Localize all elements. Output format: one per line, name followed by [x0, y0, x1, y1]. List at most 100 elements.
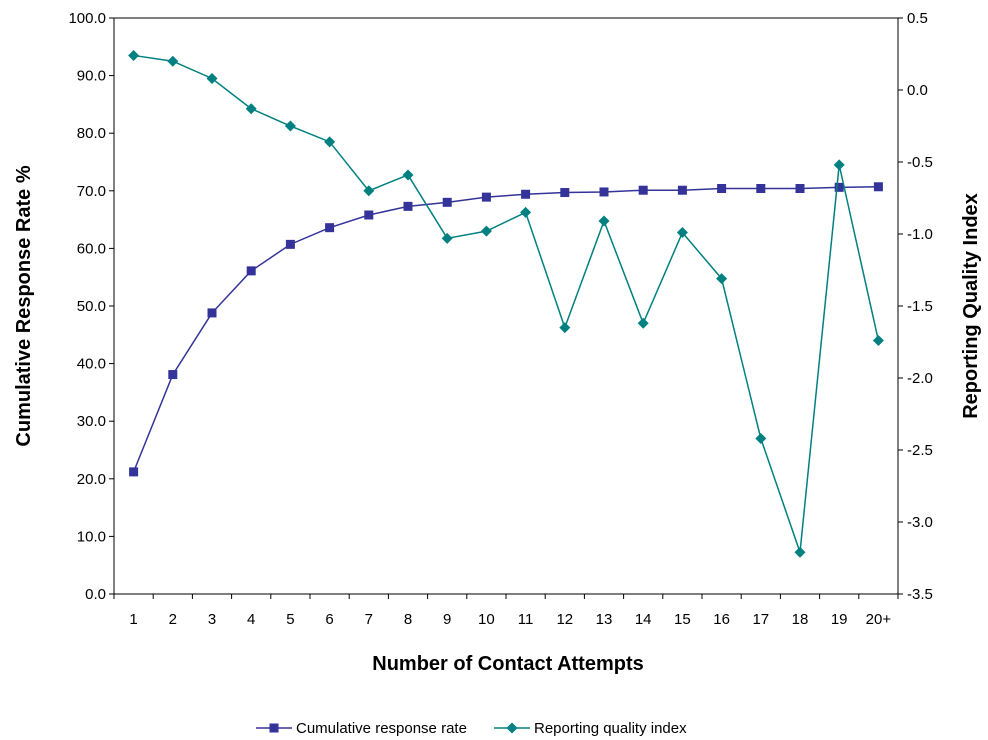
data-point-diamond	[833, 159, 845, 171]
x-tick-label: 6	[325, 611, 333, 628]
data-point-square	[481, 192, 491, 202]
y-tick-label: 100.0	[68, 10, 106, 27]
y2-tick-label: -0.5	[907, 154, 933, 171]
y-tick-label: 70.0	[77, 183, 106, 200]
data-point-square	[442, 197, 452, 207]
x-tick-label: 4	[247, 611, 255, 628]
x-tick-label: 16	[713, 611, 730, 628]
y2-tick-label: -3.0	[907, 514, 933, 531]
data-point-square	[873, 182, 883, 192]
data-point-square	[325, 223, 335, 233]
data-point-square	[677, 185, 687, 195]
left-y-axis: 0.0 10.0 20.0 30.0 40.0 50.0 60.0 70.0 80.0 90.0 1…	[68, 10, 114, 603]
data-point-square	[521, 189, 531, 199]
data-point-diamond	[167, 55, 179, 67]
data-point-diamond	[559, 322, 571, 334]
data-point-square	[834, 182, 844, 192]
data-point-diamond	[245, 103, 257, 115]
y2-tick-label: -2.0	[907, 370, 933, 387]
legend-item-reporting-quality-index: Reporting quality index	[494, 720, 687, 737]
x-axis-title: Number of Contact Attempts	[372, 653, 643, 675]
y2-tick-label: -3.5	[907, 586, 933, 603]
x-tick-label: 9	[443, 611, 451, 628]
data-point-square	[756, 183, 766, 193]
data-point-square	[638, 185, 648, 195]
series-layer	[128, 49, 884, 558]
right-y-axis: -3.5 -3.0 -2.5 -2.0 -1.5 -1.0 -0.5 0.0 0.5	[898, 10, 933, 603]
y2-tick-label: -1.0	[907, 226, 933, 243]
x-tick-label: 17	[752, 611, 769, 628]
data-point-diamond	[520, 206, 532, 218]
data-point-diamond	[598, 215, 610, 227]
y-tick-label: 10.0	[77, 528, 106, 545]
x-tick-label: 3	[208, 611, 216, 628]
data-point-diamond	[324, 136, 336, 148]
data-point-diamond	[480, 225, 492, 237]
x-tick-label: 12	[556, 611, 573, 628]
y-tick-label: 40.0	[77, 356, 106, 373]
y-axis-title: Cumulative Response Rate %	[13, 165, 35, 446]
x-tick-label: 15	[674, 611, 691, 628]
x-tick-label: 14	[635, 611, 652, 628]
data-point-diamond	[441, 232, 453, 244]
data-point-square	[560, 188, 570, 198]
data-point-square	[285, 239, 295, 249]
legend-label: Reporting quality index	[534, 720, 687, 737]
y-tick-label: 0.0	[85, 586, 106, 603]
data-point-square	[795, 183, 805, 193]
x-tick-label: 2	[169, 611, 177, 628]
legend-marker-square	[269, 723, 279, 733]
data-point-square	[129, 467, 139, 477]
series-line	[133, 54, 880, 553]
legend-marker-diamond	[506, 722, 518, 734]
y2-tick-label: 0.5	[907, 10, 928, 27]
data-point-square	[599, 187, 609, 197]
x-tick-label: 11	[518, 611, 534, 628]
data-point-diamond	[637, 317, 649, 329]
x-tick-label: 1	[129, 611, 137, 628]
y-tick-label: 50.0	[77, 298, 106, 315]
x-tick-label: 18	[792, 611, 809, 628]
legend-item-cumulative-response-rate: Cumulative response rate	[256, 720, 467, 737]
legend: Cumulative response rate Reporting quali…	[256, 720, 687, 737]
legend-label: Cumulative response rate	[296, 720, 467, 737]
y2-tick-label: -1.5	[907, 298, 933, 315]
y-tick-label: 20.0	[77, 471, 106, 488]
y-tick-label: 80.0	[77, 125, 106, 142]
data-point-square	[403, 201, 413, 211]
x-tick-label: 10	[478, 611, 495, 628]
y-tick-label: 90.0	[77, 68, 106, 85]
y2-tick-label: -2.5	[907, 442, 933, 459]
data-point-diamond	[755, 432, 767, 444]
y-tick-label: 60.0	[77, 240, 106, 257]
data-point-square	[207, 308, 217, 318]
data-point-diamond	[676, 227, 688, 239]
y2-axis-title: Reporting Quality Index	[960, 193, 982, 419]
x-tick-label: 20+	[866, 611, 892, 628]
series-line	[132, 186, 879, 473]
x-tick-label: 5	[286, 611, 294, 628]
data-point-diamond	[716, 273, 728, 285]
data-point-diamond	[206, 72, 218, 84]
data-point-square	[364, 210, 374, 220]
data-point-square	[168, 370, 178, 380]
y2-tick-label: 0.0	[907, 82, 928, 99]
data-point-square	[246, 266, 256, 276]
x-tick-label: 19	[831, 611, 848, 628]
data-point-square	[717, 183, 727, 193]
data-point-diamond	[363, 185, 375, 197]
plot-frame	[113, 17, 899, 595]
x-tick-label: 8	[404, 611, 412, 628]
data-point-diamond	[128, 49, 140, 61]
x-axis: 1 2 3 4 5 6 7 8 9 10 11 12 13 14 15 16 17 18 19 20+	[113, 594, 899, 628]
data-point-diamond	[402, 169, 414, 181]
data-point-diamond	[872, 335, 884, 347]
plot-area	[113, 17, 899, 595]
data-point-diamond	[284, 120, 296, 132]
y-tick-label: 30.0	[77, 413, 106, 430]
x-tick-label: 7	[365, 611, 373, 628]
data-point-diamond	[794, 546, 806, 558]
series-reporting-quality-index	[128, 49, 884, 558]
x-tick-label: 13	[596, 611, 613, 628]
